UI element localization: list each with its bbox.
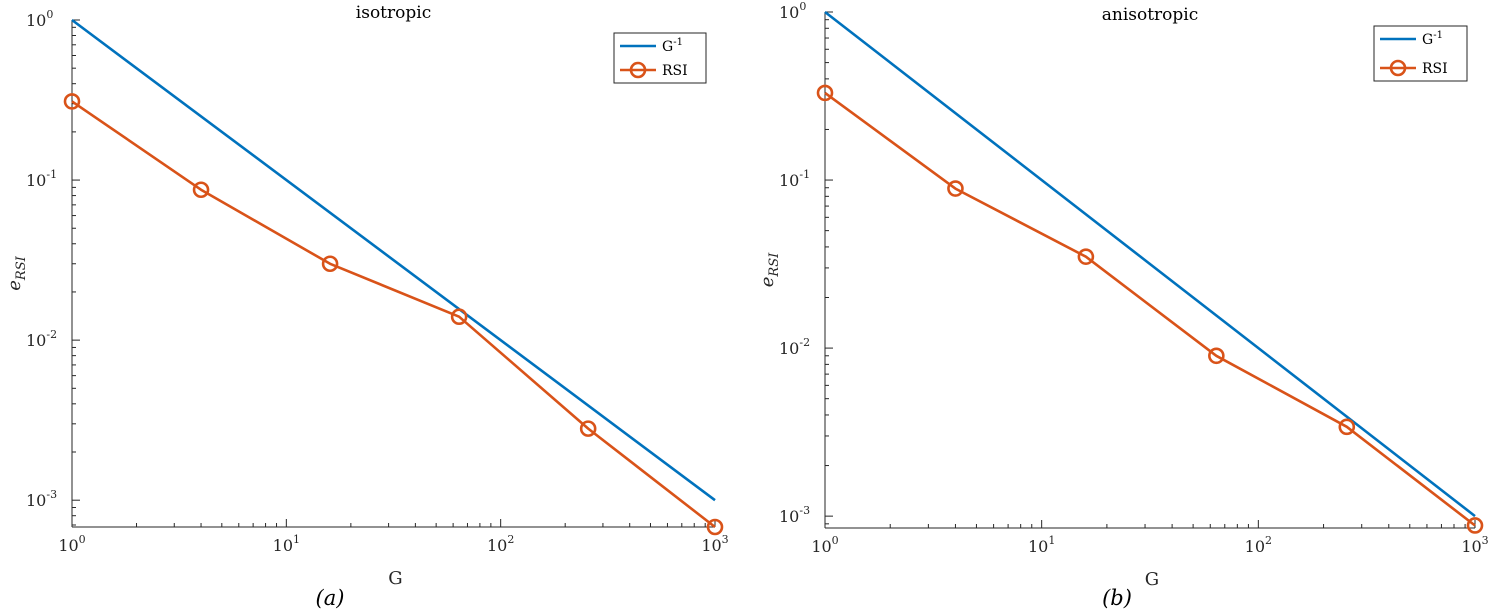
x-tick-exponent: 1 [293, 533, 300, 546]
y-tick-base: 10 [26, 171, 46, 190]
series-line-1 [71, 100, 716, 529]
data-point [321, 255, 339, 273]
x-axis-label: G [1145, 569, 1159, 590]
legend-box [1373, 25, 1468, 82]
legend-label: RSI [662, 63, 688, 79]
y-tick-label: 10-1 [26, 168, 57, 190]
legend-label-exponent: -1 [1433, 30, 1443, 41]
x-tick-base: 10 [1028, 537, 1048, 556]
data-point [450, 308, 468, 326]
x-tick-label: 102 [1245, 534, 1272, 556]
y-tick-exponent: -2 [46, 328, 57, 341]
data-point [816, 84, 834, 102]
data-point [192, 181, 210, 199]
x-tick-label: 101 [273, 533, 300, 555]
y-tick-exponent: 0 [46, 8, 53, 21]
y-axis-label-main: e [757, 277, 778, 288]
subfigure-caption: (a) [316, 586, 345, 610]
x-tick-label: 101 [1028, 534, 1055, 556]
series-line-1 [824, 91, 1476, 527]
x-tick-label: 100 [58, 533, 85, 555]
y-axis-label-subscript: RSI [767, 252, 782, 278]
x-tick-exponent: 0 [79, 533, 86, 546]
data-point [1077, 248, 1095, 265]
x-tick-base: 10 [811, 537, 831, 556]
y-tick-base: 10 [26, 11, 46, 30]
legend-box [613, 32, 707, 84]
x-tick-base: 10 [1245, 537, 1265, 556]
x-tick-exponent: 0 [832, 534, 839, 547]
y-axis-label: eRSI [4, 255, 29, 290]
y-axis-label-subscript: RSI [14, 255, 29, 281]
legend-label-base: G [1422, 32, 1433, 48]
data-point [63, 93, 81, 110]
x-tick-base: 10 [701, 536, 721, 555]
x-tick-exponent: 1 [1048, 534, 1055, 547]
y-tick-label: 100 [779, 0, 806, 22]
x-tick-exponent: 3 [722, 533, 729, 546]
x-tick-exponent: 2 [1265, 534, 1272, 547]
data-point [1208, 347, 1225, 365]
y-tick-exponent: -2 [799, 336, 810, 349]
series-line-0 [824, 10, 1476, 518]
y-tick-exponent: -3 [799, 504, 810, 517]
chart-title: anisotropic [1102, 5, 1199, 25]
legend-label: G-1 [662, 37, 683, 55]
y-tick-base: 10 [779, 3, 799, 22]
y-tick-exponent: -1 [46, 168, 57, 181]
legend-label: RSI [1422, 61, 1448, 77]
legend-label-base: RSI [662, 63, 688, 79]
y-axis-label-main: e [4, 280, 25, 291]
x-axis-label: G [388, 568, 402, 589]
y-tick-exponent: -1 [799, 168, 810, 181]
x-tick-label: 103 [701, 533, 728, 555]
legend-label-base: RSI [1422, 61, 1448, 77]
y-tick-label: 10-2 [779, 336, 810, 358]
x-tick-exponent: 2 [507, 533, 514, 546]
y-tick-base: 10 [26, 331, 46, 350]
legend-label: G-1 [1422, 30, 1443, 48]
x-tick-base: 10 [58, 536, 78, 555]
y-tick-base: 10 [779, 507, 799, 526]
x-tick-base: 10 [273, 536, 293, 555]
legend-label-base: G [662, 39, 673, 55]
x-tick-base: 10 [1461, 537, 1481, 556]
subfigure-caption: (b) [1102, 586, 1132, 610]
y-tick-label: 10-2 [26, 328, 57, 350]
y-tick-label: 10-3 [26, 488, 57, 510]
y-tick-label: 100 [26, 8, 53, 30]
y-tick-base: 10 [26, 491, 46, 510]
legend-marker [629, 61, 647, 79]
chart-title: isotropic [356, 3, 431, 23]
legend-marker [1389, 59, 1407, 77]
data-point [1466, 517, 1484, 534]
y-tick-exponent: 0 [799, 0, 806, 13]
data-point [1338, 418, 1356, 436]
x-tick-exponent: 3 [1482, 534, 1489, 547]
legend-label-exponent: -1 [673, 37, 683, 48]
x-tick-label: 103 [1461, 534, 1488, 556]
data-point [947, 180, 964, 197]
legend: G-1 RSI [1373, 25, 1468, 82]
series-line-0 [71, 18, 716, 502]
x-tick-base: 10 [487, 536, 507, 555]
data-point [579, 420, 597, 437]
y-tick-label: 10-1 [779, 168, 810, 190]
y-tick-base: 10 [779, 339, 799, 358]
x-tick-label: 100 [811, 534, 838, 556]
y-tick-exponent: -3 [46, 488, 57, 501]
legend: G-1 RSI [613, 32, 707, 84]
y-tick-label: 10-3 [779, 504, 810, 526]
data-point [706, 518, 724, 536]
y-axis-label: eRSI [757, 252, 782, 287]
y-tick-base: 10 [779, 171, 799, 190]
x-tick-label: 102 [487, 533, 514, 555]
